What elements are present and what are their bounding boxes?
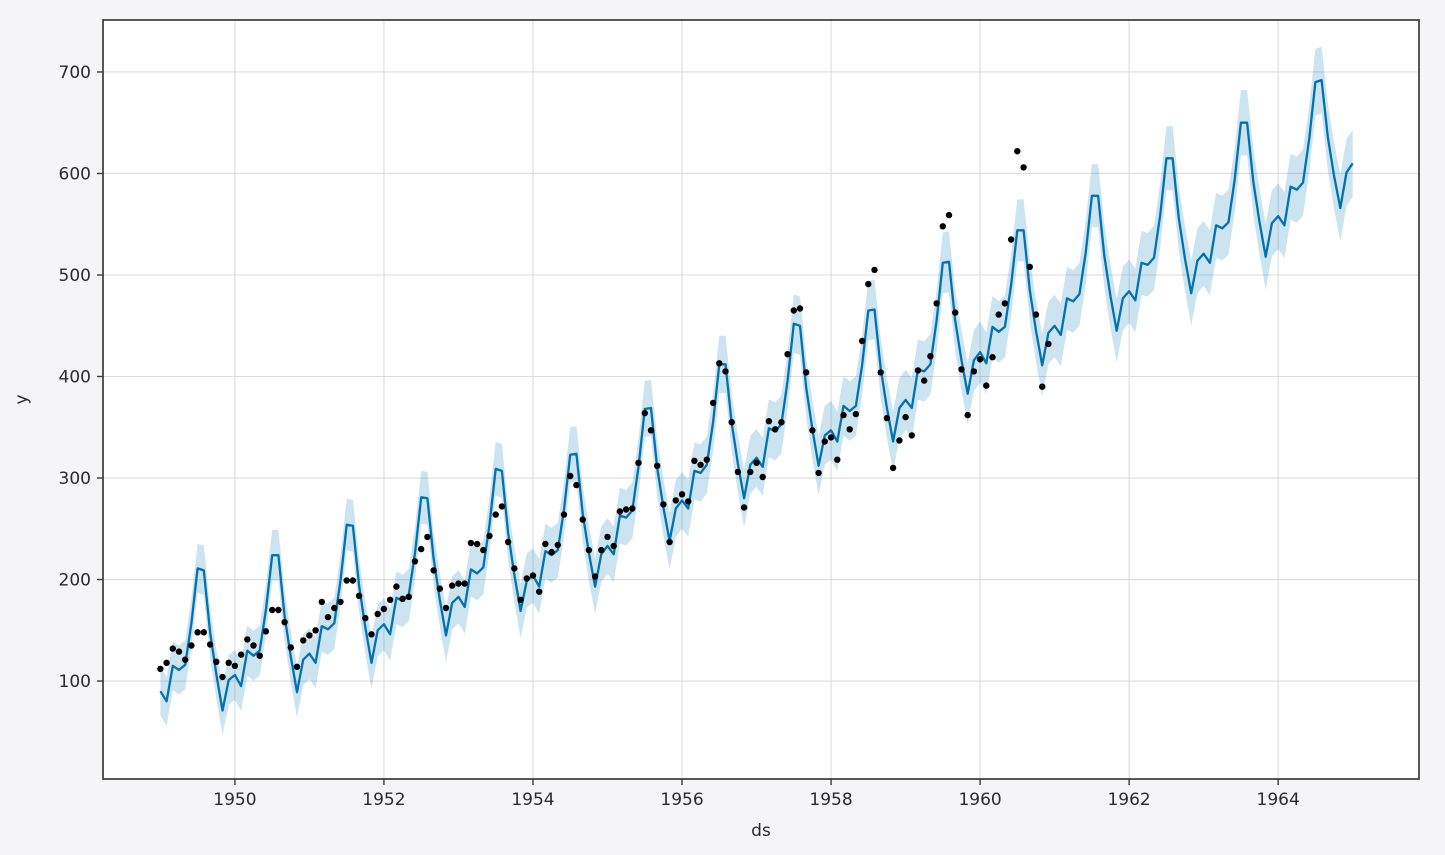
y-tick-label: 300 [59,469,91,489]
y-tick-label: 400 [59,368,91,388]
observed-points [157,148,1052,681]
x-tick-label: 1962 [1107,790,1150,810]
forecast-line [159,78,1354,712]
x-tick-label: 1964 [1257,790,1300,810]
x-tick-label: 1954 [511,790,554,810]
y-tick-label: 200 [59,571,91,591]
y-axis-label: y [12,394,32,404]
x-tick-label: 1958 [809,790,852,810]
x-tick-label: 1952 [362,790,405,810]
y-tick-label: 100 [59,672,91,692]
tick-labels: 1950 1952 1954 1956 1958 1960 1962 1964 100 200 30… [59,63,1300,810]
x-tick-label: 1956 [660,790,703,810]
plot-area [103,20,1419,779]
y-tick-label: 700 [59,63,91,83]
x-tick-label: 1960 [958,790,1001,810]
x-axis-label: ds [751,821,771,841]
y-tick-label: 600 [59,164,91,184]
x-tick-label: 1950 [213,790,256,810]
y-tick-label: 500 [59,266,91,286]
tick-marks [97,71,1279,785]
axes-spines [102,19,1420,780]
